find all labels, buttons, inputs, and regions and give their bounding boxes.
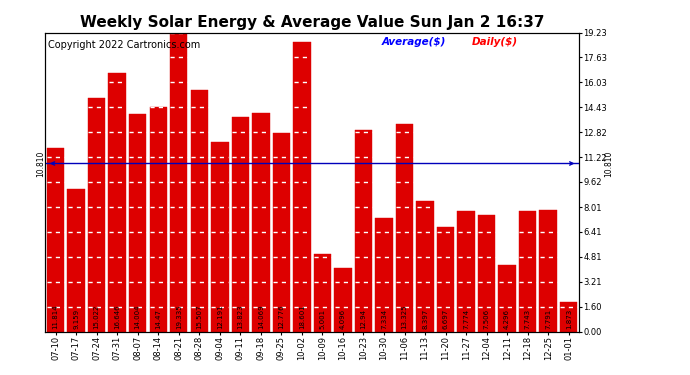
Text: 7.506: 7.506 [484, 309, 490, 329]
Bar [129, 114, 146, 332]
Bar [540, 210, 557, 332]
Text: 16.646: 16.646 [114, 304, 120, 329]
Text: 14.47: 14.47 [155, 309, 161, 329]
Bar [252, 113, 270, 332]
Bar [273, 133, 290, 332]
Text: 8.397: 8.397 [422, 309, 428, 329]
Bar [355, 130, 372, 332]
Text: 4.096: 4.096 [340, 309, 346, 329]
Text: 13.325: 13.325 [402, 305, 408, 329]
Bar [211, 142, 228, 332]
Bar [478, 215, 495, 332]
Text: 7.791: 7.791 [545, 309, 551, 329]
Bar [108, 73, 126, 332]
Text: 5.001: 5.001 [319, 309, 326, 329]
Text: 4.296: 4.296 [504, 309, 510, 329]
Text: 1.873: 1.873 [566, 309, 572, 329]
Bar [437, 228, 454, 332]
Bar [396, 124, 413, 332]
Bar [498, 265, 516, 332]
Text: Average($): Average($) [382, 37, 446, 47]
Title: Weekly Solar Energy & Average Value Sun Jan 2 16:37: Weekly Solar Energy & Average Value Sun … [80, 15, 544, 30]
Text: Copyright 2022 Cartronics.com: Copyright 2022 Cartronics.com [48, 40, 200, 50]
Text: 10.810: 10.810 [36, 150, 45, 177]
Bar [232, 117, 249, 332]
Bar [560, 303, 578, 332]
Bar [314, 254, 331, 332]
Text: 12.776: 12.776 [278, 304, 284, 329]
Bar [334, 268, 352, 332]
Text: 6.697: 6.697 [442, 309, 448, 329]
Bar [150, 106, 167, 332]
Text: 13.823: 13.823 [237, 304, 244, 329]
Text: 7.743: 7.743 [524, 309, 531, 329]
Text: 12.94: 12.94 [360, 309, 366, 329]
Text: 14.004: 14.004 [135, 305, 141, 329]
Bar [293, 42, 310, 332]
Text: 11.814: 11.814 [52, 304, 59, 329]
Bar [416, 201, 434, 332]
Text: 18.601: 18.601 [299, 304, 305, 329]
Bar [47, 148, 64, 332]
Bar [190, 90, 208, 332]
Text: 15.507: 15.507 [196, 305, 202, 329]
Bar [519, 211, 536, 332]
Text: 12.191: 12.191 [217, 304, 223, 329]
Bar [457, 211, 475, 332]
Text: 9.159: 9.159 [73, 309, 79, 329]
Bar [375, 217, 393, 332]
Text: 14.069: 14.069 [258, 304, 264, 329]
Bar [68, 189, 85, 332]
Bar [170, 31, 188, 332]
Bar [88, 98, 106, 332]
Text: 7.774: 7.774 [463, 309, 469, 329]
Text: Daily($): Daily($) [472, 37, 518, 47]
Text: 10.810: 10.810 [604, 150, 613, 177]
Text: 19.335: 19.335 [176, 304, 181, 329]
Text: 15.022: 15.022 [94, 305, 99, 329]
Text: 7.334: 7.334 [381, 309, 387, 329]
